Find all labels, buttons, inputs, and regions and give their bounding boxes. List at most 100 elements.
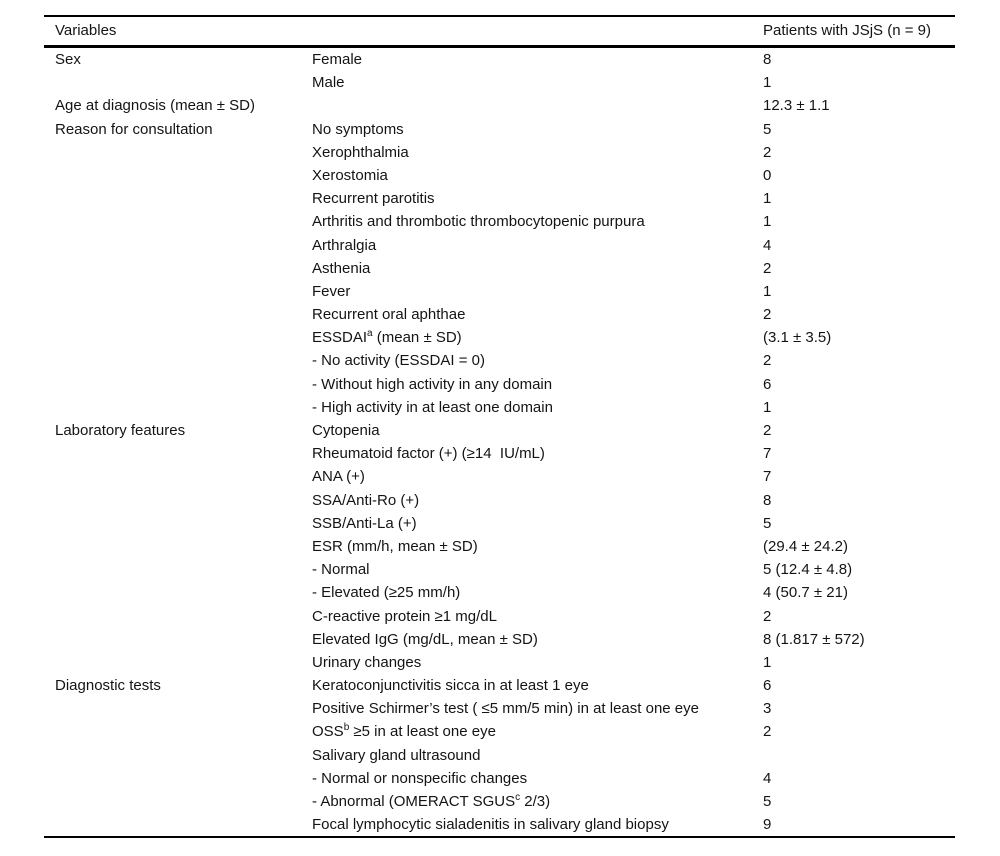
cell-variable-item: Female bbox=[312, 51, 363, 68]
cell-variable-item: Xerophthalmia bbox=[312, 143, 409, 161]
cell-variable-item: Salivary gland ultrasound bbox=[312, 746, 481, 764]
table-row: Arthralgia 4 bbox=[44, 234, 955, 257]
table-row: - Without high activity in any domain 6 bbox=[44, 373, 955, 396]
cell-variable-item: - No activity (ESSDAI = 0) bbox=[312, 352, 485, 370]
cell-value: 3 bbox=[763, 700, 772, 718]
table-row: Xerostomia 0 bbox=[44, 164, 955, 187]
cell-variable-group: Diagnostic tests bbox=[55, 677, 161, 695]
cell-value: 0 bbox=[763, 166, 772, 184]
cell-value: 6 bbox=[763, 375, 772, 393]
table-row: - Elevated (≥25 mm/h) 4 (50.7 ± 21) bbox=[44, 581, 955, 604]
table-header-rule bbox=[44, 45, 955, 48]
table-row: Reason for consultation No symptoms 5 bbox=[44, 118, 955, 141]
cell-value: 4 bbox=[763, 236, 772, 254]
cell-value: 5 bbox=[763, 120, 772, 138]
table-top-rule bbox=[44, 15, 955, 17]
table-row: Recurrent parotitis 1 bbox=[44, 187, 955, 210]
cell-variable-item: SSA/Anti-Ro (+) bbox=[312, 491, 420, 509]
table-row: Recurrent oral aphthae 2 bbox=[44, 303, 955, 326]
cell-value: 8 bbox=[763, 51, 772, 68]
table-row: ANA (+) 7 bbox=[44, 465, 955, 488]
cell-variable-item: Urinary changes bbox=[312, 653, 422, 671]
cell-variable-item: - Normal or nonspecific changes bbox=[312, 769, 528, 787]
table-row: Laboratory features Cytopenia 2 bbox=[44, 419, 955, 442]
cell-value: 6 bbox=[763, 677, 772, 695]
cell-value: 1 bbox=[763, 282, 772, 300]
table-row: SSA/Anti-Ro (+) 8 bbox=[44, 489, 955, 512]
cell-value: 7 bbox=[763, 445, 772, 463]
cell-variable-item: Positive Schirmer’s test ( ≤5 mm/5 min) … bbox=[312, 700, 699, 718]
cell-value: 1 bbox=[763, 74, 772, 92]
table-row: Fever 1 bbox=[44, 280, 955, 303]
header-patients-count: Patients with JSjS (n = 9) bbox=[763, 22, 931, 39]
table-row: Xerophthalmia 2 bbox=[44, 141, 955, 164]
cell-variable-item: Male bbox=[312, 74, 345, 92]
patients-table: Variables Patients with JSjS (n = 9) Sex… bbox=[44, 15, 955, 839]
table-header-row: Variables Patients with JSjS (n = 9) bbox=[44, 17, 955, 45]
table-row: Rheumatoid factor (+) (≥14 IU/mL) 7 bbox=[44, 442, 955, 465]
cell-variable-item: Xerostomia bbox=[312, 166, 388, 184]
table-row: - Normal 5 (12.4 ± 4.8) bbox=[44, 558, 955, 581]
table-row: Positive Schirmer’s test ( ≤5 mm/5 min) … bbox=[44, 697, 955, 720]
cell-variable-item: Recurrent oral aphthae bbox=[312, 306, 466, 324]
cell-value: 5 bbox=[763, 793, 772, 810]
cell-variable-item: Arthritis and thrombotic thrombocytopeni… bbox=[312, 213, 645, 231]
cell-value: 4 bbox=[763, 769, 772, 787]
cell-variable-item: OSSb ≥5 in at least one eye bbox=[312, 722, 496, 741]
cell-variable-item: - Without high activity in any domain bbox=[312, 375, 553, 393]
header-variables: Variables bbox=[55, 22, 117, 39]
cell-variable-item: ESSDAIa (mean ± SD) bbox=[312, 328, 462, 347]
cell-value: 5 (12.4 ± 4.8) bbox=[763, 561, 853, 579]
cell-value: 4 (50.7 ± 21) bbox=[763, 584, 848, 602]
cell-variable-item: Arthralgia bbox=[312, 236, 377, 254]
cell-variable-group: Sex bbox=[55, 51, 81, 68]
table-row: Urinary changes 1 bbox=[44, 651, 955, 674]
cell-variable-item: Recurrent parotitis bbox=[312, 190, 435, 208]
table-row: Arthritis and thrombotic thrombocytopeni… bbox=[44, 210, 955, 233]
cell-value: (29.4 ± 24.2) bbox=[763, 537, 848, 555]
cell-value: 2 bbox=[763, 306, 772, 324]
cell-value: 2 bbox=[763, 352, 772, 370]
cell-value: (3.1 ± 3.5) bbox=[763, 329, 832, 347]
cell-value: 1 bbox=[763, 653, 772, 671]
table-row: - Normal or nonspecific changes 4 bbox=[44, 767, 955, 790]
cell-value: 9 bbox=[763, 816, 772, 834]
cell-variable-group: Reason for consultation bbox=[55, 120, 213, 138]
table-body: Sex Female 8 Male 1 Age at diagnosis (me… bbox=[44, 48, 955, 836]
table-row: Elevated IgG (mg/dL, mean ± SD) 8 (1.817… bbox=[44, 628, 955, 651]
cell-variable-item: No symptoms bbox=[312, 120, 404, 138]
cell-variable-item: - Abnormal (OMERACT SGUSc 2/3) bbox=[312, 792, 551, 811]
table-row: Salivary gland ultrasound bbox=[44, 744, 955, 767]
table-row: - High activity in at least one domain 1 bbox=[44, 396, 955, 419]
cell-variable-item: Cytopenia bbox=[312, 422, 380, 439]
cell-variable-group: Laboratory features bbox=[55, 422, 186, 439]
table-row: ESSDAIa (mean ± SD) (3.1 ± 3.5) bbox=[44, 326, 955, 349]
cell-variable-item: Focal lymphocytic sialadenitis in saliva… bbox=[312, 816, 669, 834]
cell-value: 8 (1.817 ± 572) bbox=[763, 630, 865, 648]
cell-value: 2 bbox=[763, 143, 772, 161]
cell-value: 12.3 ± 1.1 bbox=[763, 97, 830, 115]
cell-value: 1 bbox=[763, 190, 772, 208]
cell-variable-item: Fever bbox=[312, 282, 351, 300]
table-row: Focal lymphocytic sialadenitis in saliva… bbox=[44, 813, 955, 836]
table-row: Age at diagnosis (mean ± SD) 12.3 ± 1.1 bbox=[44, 94, 955, 117]
table-row: Sex Female 8 bbox=[44, 48, 955, 71]
cell-variable-item: Rheumatoid factor (+) (≥14 IU/mL) bbox=[312, 445, 545, 463]
cell-variable-item: C-reactive protein ≥1 mg/dL bbox=[312, 607, 497, 625]
cell-value: 1 bbox=[763, 213, 772, 231]
cell-value: 2 bbox=[763, 723, 772, 741]
table-row: Asthenia 2 bbox=[44, 257, 955, 280]
cell-variable-item: Elevated IgG (mg/dL, mean ± SD) bbox=[312, 630, 538, 648]
cell-variable-item: Asthenia bbox=[312, 259, 371, 277]
table-row: - No activity (ESSDAI = 0) 2 bbox=[44, 349, 955, 372]
cell-value: 8 bbox=[763, 491, 772, 509]
cell-value: 2 bbox=[763, 422, 772, 439]
cell-variable-item: Keratoconjunctivitis sicca in at least 1… bbox=[312, 677, 589, 695]
table-row: ESR (mm/h, mean ± SD) (29.4 ± 24.2) bbox=[44, 535, 955, 558]
table-row: SSB/Anti-La (+) 5 bbox=[44, 512, 955, 535]
table-row: Diagnostic tests Keratoconjunctivitis si… bbox=[44, 674, 955, 697]
cell-value: 5 bbox=[763, 514, 772, 532]
table-row: C-reactive protein ≥1 mg/dL 2 bbox=[44, 605, 955, 628]
table-row: - Abnormal (OMERACT SGUSc 2/3) 5 bbox=[44, 790, 955, 813]
